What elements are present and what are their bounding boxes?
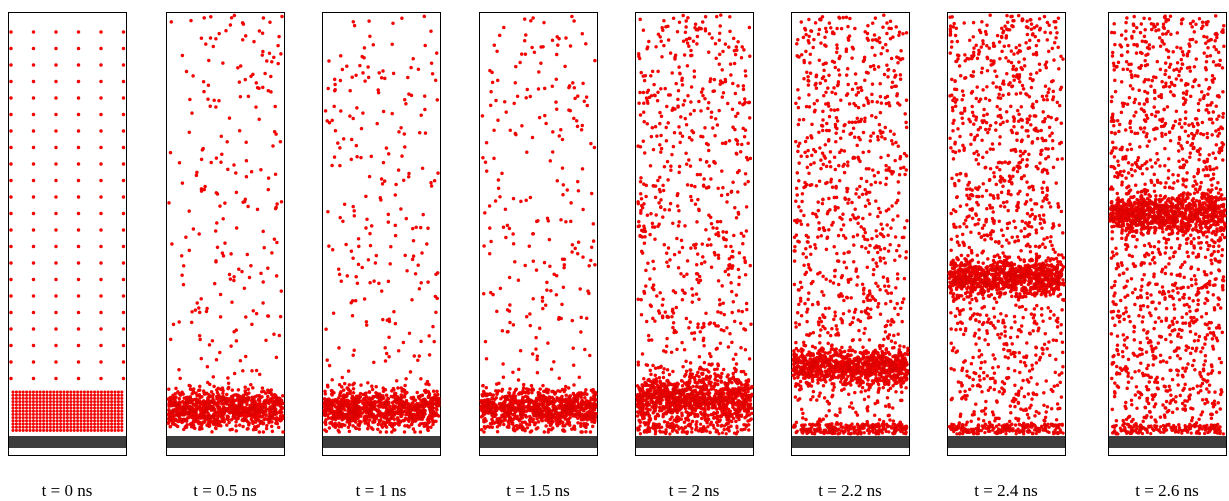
substrate <box>948 436 1065 448</box>
particles <box>635 13 754 436</box>
snapshot-panel: t = 0 ns <box>8 12 127 500</box>
panel-label: t = 2.4 ns <box>974 481 1037 500</box>
particles <box>947 13 1066 436</box>
panel-label: t = 2.6 ns <box>1135 481 1198 500</box>
substrate <box>167 436 284 448</box>
particles <box>322 14 441 434</box>
snapshot-panel: t = 0.5 ns <box>166 12 285 500</box>
panel-frame <box>166 12 285 456</box>
particles <box>1108 14 1227 436</box>
snapshot-panel: t = 2.4 ns <box>947 12 1066 500</box>
particles <box>9 30 126 432</box>
snapshot-panel: t = 1 ns <box>322 12 441 500</box>
substrate <box>480 436 597 448</box>
particles <box>166 13 285 434</box>
snapshot-panel: t = 2.6 ns <box>1108 12 1227 500</box>
snapshot-panel: t = 2 ns <box>635 12 754 500</box>
panel-label: t = 0 ns <box>42 481 93 500</box>
panel-label: t = 1 ns <box>356 481 407 500</box>
substrate <box>636 436 753 448</box>
panel-frame <box>322 12 441 456</box>
particles <box>791 13 910 436</box>
substrate <box>1109 436 1226 448</box>
panel-label: t = 0.5 ns <box>193 481 256 500</box>
particles <box>479 14 598 434</box>
panel-label: t = 2 ns <box>669 481 720 500</box>
snapshot-panel: t = 2.2 ns <box>791 12 910 500</box>
panel-frame <box>8 12 127 456</box>
panel-label: t = 1.5 ns <box>506 481 569 500</box>
snapshot-panel: t = 1.5 ns <box>479 12 598 500</box>
substrate <box>9 436 126 448</box>
substrate <box>323 436 440 448</box>
panel-label: t = 2.2 ns <box>818 481 881 500</box>
substrate <box>792 436 909 448</box>
